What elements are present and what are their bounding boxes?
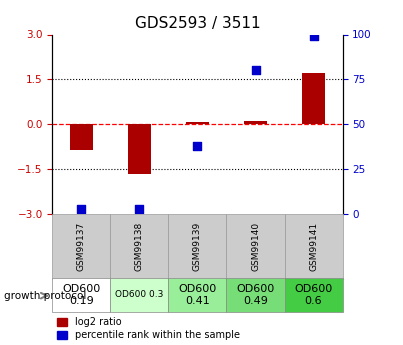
Text: GSM99139: GSM99139 <box>193 222 202 271</box>
Text: OD600 0.3: OD600 0.3 <box>115 290 164 299</box>
Text: OD600
0.6: OD600 0.6 <box>295 284 332 306</box>
Bar <box>285 278 343 312</box>
Bar <box>110 278 168 312</box>
Bar <box>52 214 110 279</box>
Text: OD600
0.49: OD600 0.49 <box>237 284 274 306</box>
Bar <box>70 124 93 150</box>
Bar <box>226 214 285 279</box>
Point <box>252 68 259 73</box>
Bar <box>110 214 168 279</box>
Point <box>194 143 201 148</box>
Text: OD600
0.19: OD600 0.19 <box>62 284 100 306</box>
Title: GDS2593 / 3511: GDS2593 / 3511 <box>135 16 260 31</box>
Bar <box>168 278 226 312</box>
Bar <box>52 278 110 312</box>
Text: GSM99138: GSM99138 <box>135 222 144 271</box>
Bar <box>128 124 151 174</box>
Legend: log2 ratio, percentile rank within the sample: log2 ratio, percentile rank within the s… <box>57 317 240 340</box>
Text: GSM99140: GSM99140 <box>251 222 260 271</box>
Bar <box>285 214 343 279</box>
Point <box>78 206 85 211</box>
Point <box>310 33 317 39</box>
Text: growth protocol: growth protocol <box>4 291 86 300</box>
Bar <box>168 214 226 279</box>
Bar <box>186 122 209 124</box>
Text: OD600
0.41: OD600 0.41 <box>179 284 216 306</box>
Bar <box>244 121 267 124</box>
Text: GSM99137: GSM99137 <box>77 222 86 271</box>
Bar <box>226 278 285 312</box>
Bar <box>302 73 325 124</box>
Text: GSM99141: GSM99141 <box>309 222 318 271</box>
Point <box>136 206 143 211</box>
